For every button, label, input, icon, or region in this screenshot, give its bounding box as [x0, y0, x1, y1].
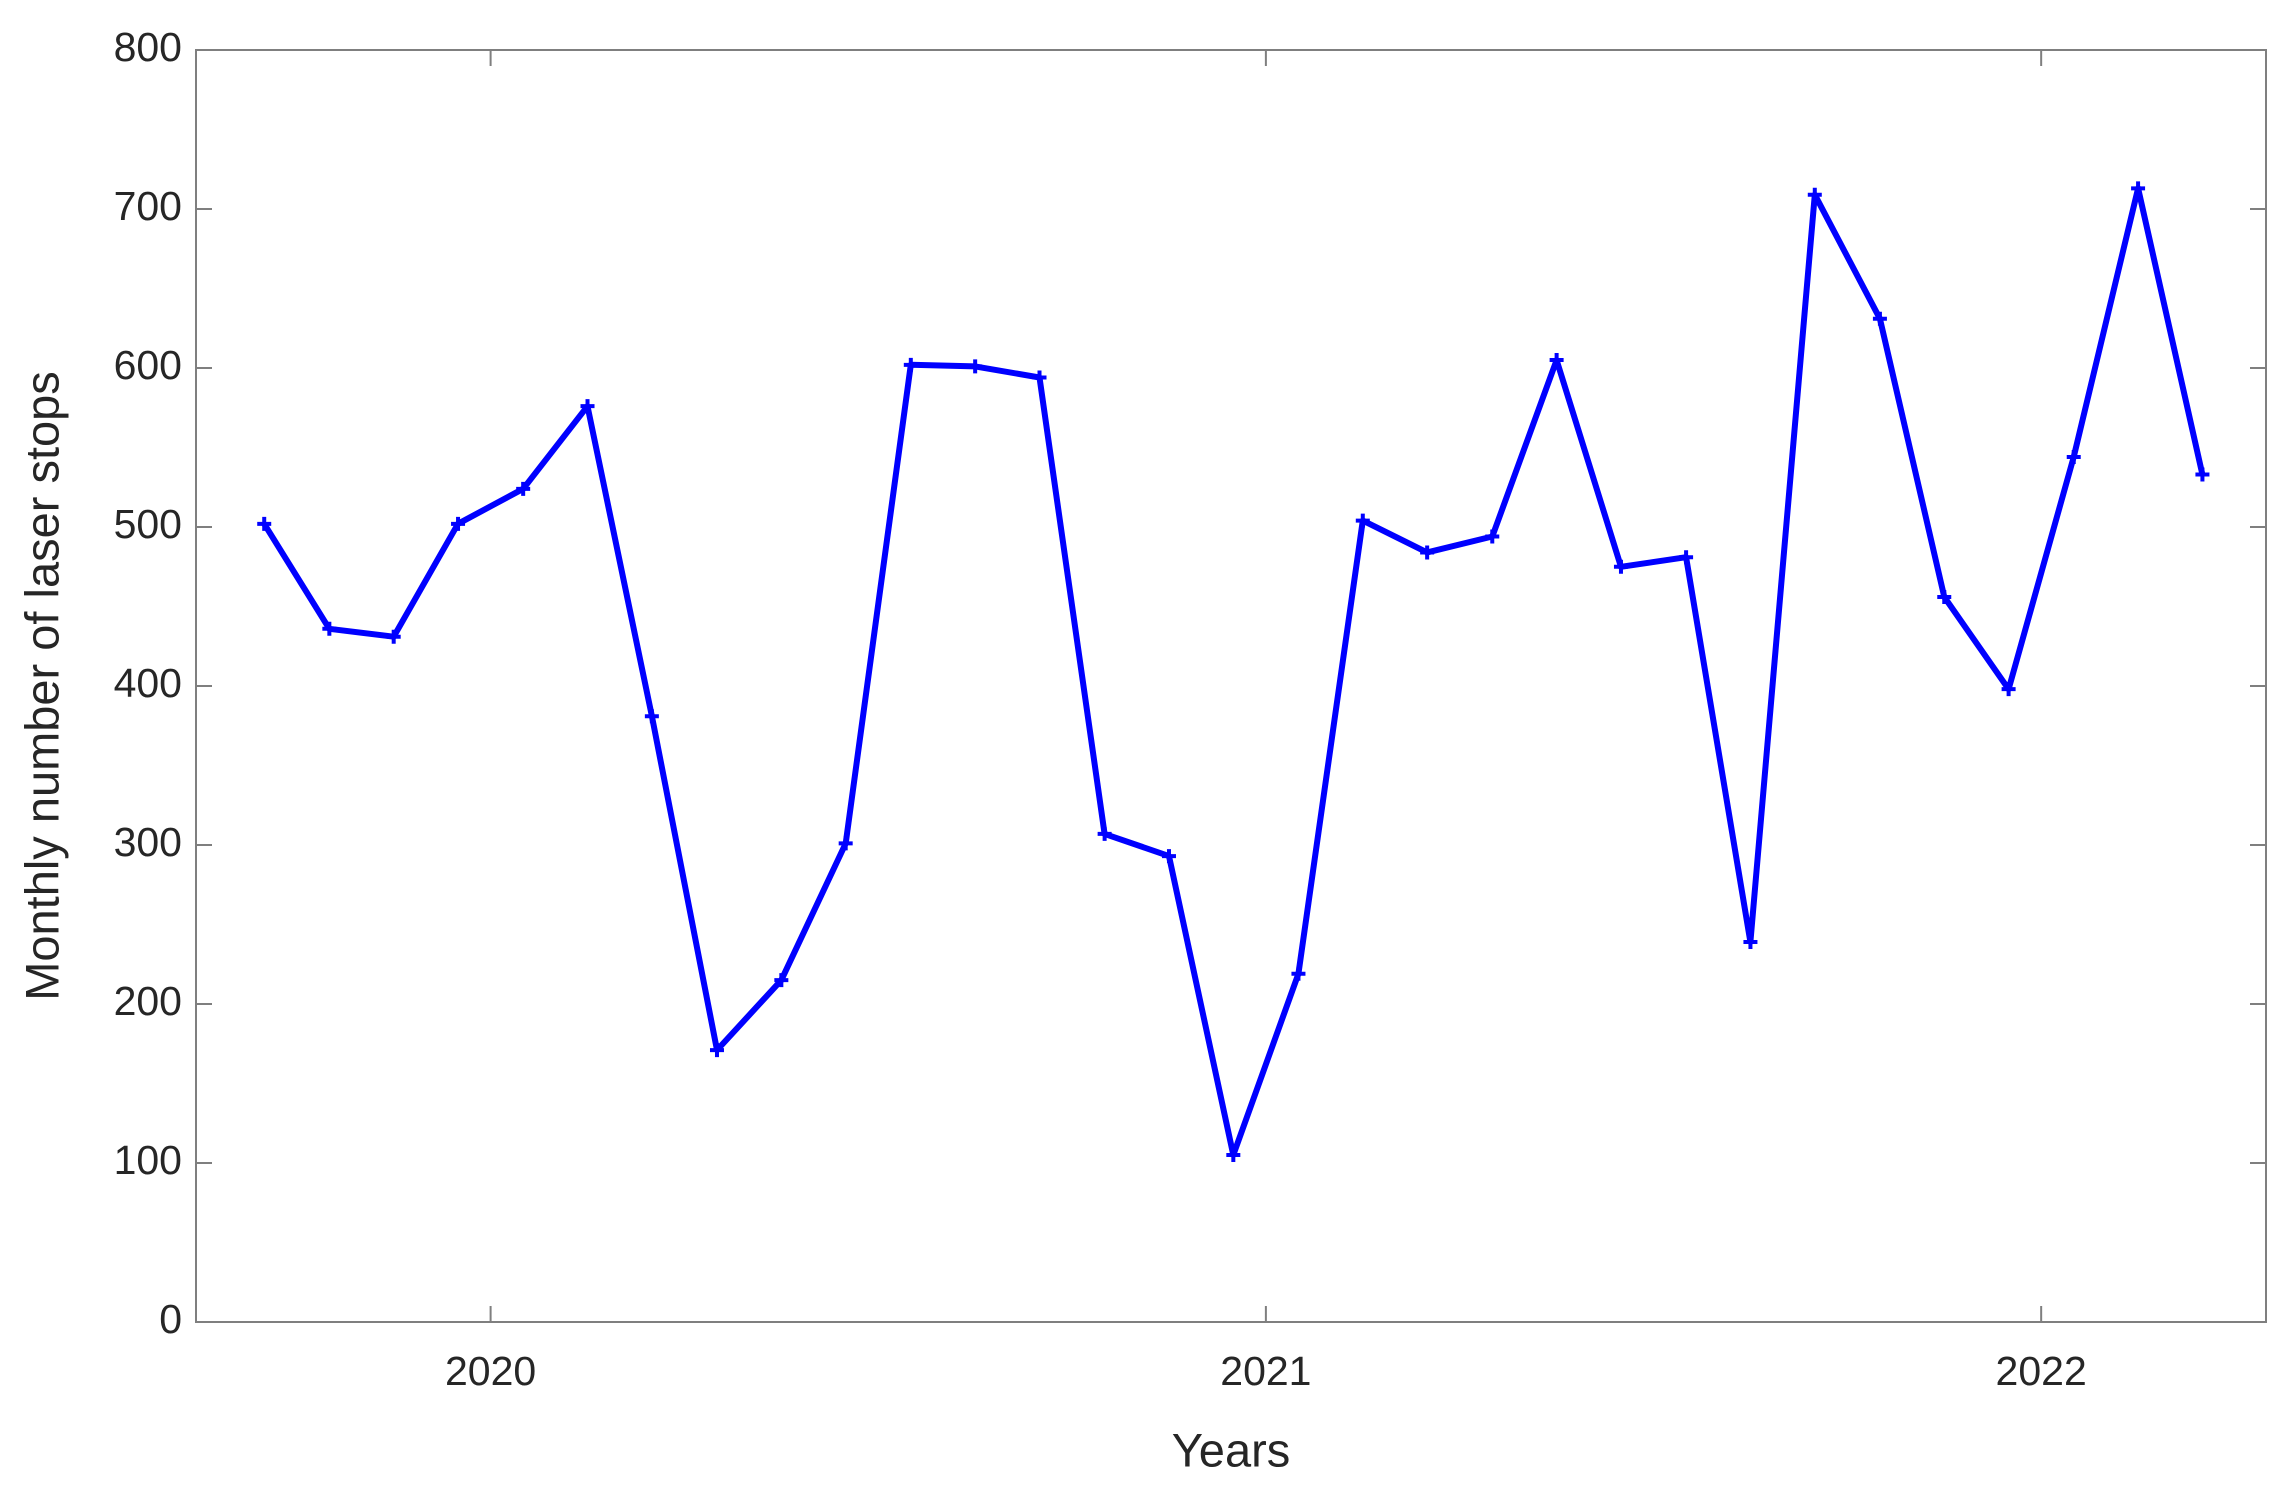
data-marker	[644, 709, 659, 724]
data-marker	[968, 359, 983, 374]
y-tick-label: 300	[114, 819, 182, 865]
data-marker	[451, 516, 466, 531]
data-marker	[1420, 545, 1435, 560]
data-marker	[1937, 589, 1952, 604]
data-marker	[580, 399, 595, 414]
data-marker	[774, 973, 789, 988]
data-marker	[1291, 966, 1306, 981]
data-marker	[903, 357, 918, 372]
data-marker	[516, 481, 531, 496]
data-marker	[838, 836, 853, 851]
data-marker	[2066, 450, 2081, 465]
data-marker	[257, 516, 272, 531]
y-tick-label: 600	[114, 342, 182, 388]
y-tick-label: 0	[159, 1296, 182, 1342]
data-marker	[1355, 513, 1370, 528]
data-marker	[1549, 353, 1564, 368]
data-marker	[1226, 1148, 1241, 1163]
data-marker	[386, 629, 401, 644]
y-axis-title: Monthly number of laser stops	[15, 371, 68, 1001]
y-tick-label: 800	[114, 24, 182, 70]
y-tick-label: 200	[114, 978, 182, 1024]
plot-frame	[195, 49, 2267, 1323]
y-tick-label: 400	[114, 660, 182, 706]
data-marker	[2131, 181, 2146, 196]
data-marker	[1743, 934, 1758, 949]
data-marker	[1679, 550, 1694, 565]
y-tick-label: 100	[114, 1137, 182, 1183]
data-marker	[1872, 311, 1887, 326]
data-marker	[1097, 826, 1112, 841]
data-marker	[2195, 467, 2210, 482]
data-marker	[322, 621, 337, 636]
y-tick-label: 500	[114, 501, 182, 547]
x-tick-label: 2020	[445, 1348, 536, 1394]
data-marker	[1613, 559, 1628, 574]
data-marker	[709, 1043, 724, 1058]
data-marker	[1161, 849, 1176, 864]
data-marker	[1485, 529, 1500, 544]
data-marker	[2001, 682, 2016, 697]
data-marker	[1032, 370, 1047, 385]
data-marker	[1807, 187, 1822, 202]
x-axis-title: Years	[1172, 1423, 1290, 1476]
y-tick-label: 700	[114, 183, 182, 229]
x-tick-label: 2022	[1996, 1348, 2087, 1394]
x-tick-label: 2021	[1220, 1348, 1311, 1394]
